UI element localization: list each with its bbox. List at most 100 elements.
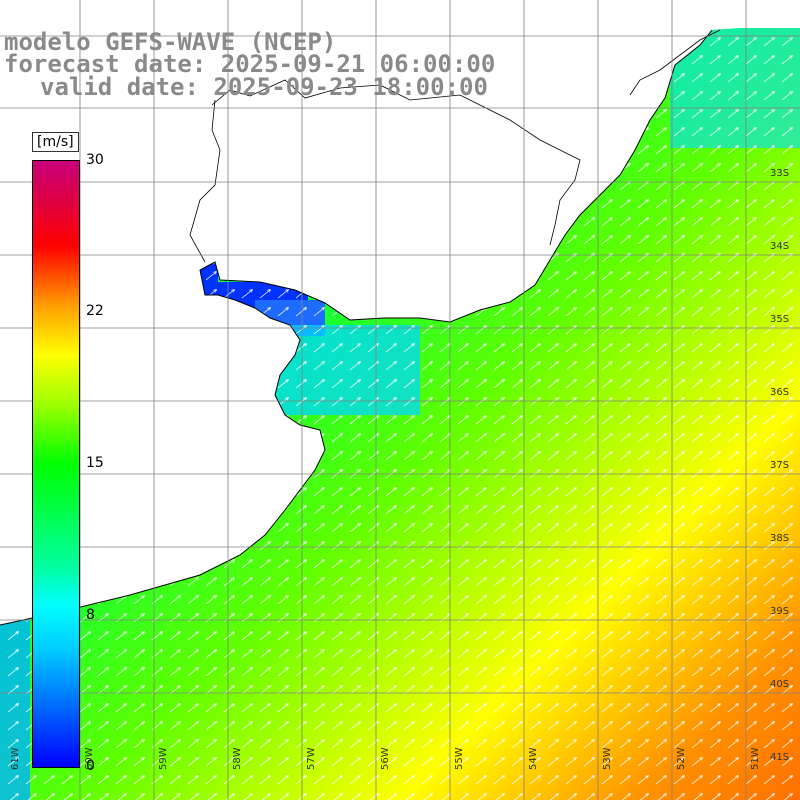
wind-arrow xyxy=(313,614,324,623)
wind-arrow xyxy=(511,272,522,281)
wind-arrow xyxy=(655,74,666,83)
wind-arrow xyxy=(745,452,756,461)
wind-arrow xyxy=(781,578,792,587)
wind-arrow xyxy=(565,308,576,317)
wind-arrow xyxy=(511,614,522,623)
wind-arrow xyxy=(475,110,486,119)
wind-arrow xyxy=(475,632,486,641)
wind-arrow xyxy=(727,614,738,623)
wind-arrow xyxy=(313,308,324,317)
wind-arrow xyxy=(673,182,684,191)
wind-arrow xyxy=(745,488,756,497)
wind-arrow xyxy=(457,236,468,245)
wind-arrow xyxy=(457,632,468,641)
wind-arrow xyxy=(511,524,522,533)
colorbar-tick: 22 xyxy=(86,303,104,319)
wind-arrow xyxy=(79,200,90,209)
wind-arrow xyxy=(277,434,288,443)
wind-arrow xyxy=(439,542,450,551)
wind-arrow xyxy=(277,614,288,623)
wind-arrow xyxy=(223,128,234,137)
wind-arrow xyxy=(7,92,18,101)
wind-arrow xyxy=(223,614,234,623)
wind-arrow xyxy=(457,398,468,407)
wind-arrow xyxy=(259,218,270,227)
wind-arrow xyxy=(205,524,216,533)
wind-arrow xyxy=(241,506,252,515)
wind-arrow xyxy=(151,290,162,299)
wind-arrow xyxy=(7,236,18,245)
wind-arrow xyxy=(637,272,648,281)
wind-arrow xyxy=(7,362,18,371)
wind-arrow xyxy=(331,542,342,551)
wind-arrow xyxy=(313,326,324,335)
wind-arrow xyxy=(709,506,720,515)
wind-arrow xyxy=(511,200,522,209)
wind-arrow xyxy=(781,380,792,389)
wind-arrow xyxy=(547,290,558,299)
wind-arrow xyxy=(727,218,738,227)
wind-arrow xyxy=(133,146,144,155)
wind-arrow xyxy=(763,560,774,569)
wind-arrow xyxy=(763,182,774,191)
wind-arrow xyxy=(673,146,684,155)
wind-arrow xyxy=(475,506,486,515)
wind-arrow xyxy=(745,398,756,407)
wind-arrow xyxy=(439,200,450,209)
lat-label: 35S xyxy=(770,314,790,325)
wind-arrow xyxy=(547,452,558,461)
wind-arrow xyxy=(7,326,18,335)
wind-arrow xyxy=(493,614,504,623)
wind-arrow xyxy=(601,290,612,299)
wind-arrow xyxy=(601,596,612,605)
wind-arrow xyxy=(223,164,234,173)
wind-arrow xyxy=(637,434,648,443)
wind-arrow xyxy=(583,506,594,515)
wind-arrow xyxy=(403,200,414,209)
wind-arrow xyxy=(493,146,504,155)
wind-arrow xyxy=(655,38,666,47)
wind-arrow xyxy=(565,272,576,281)
wind-arrow xyxy=(583,128,594,137)
wind-arrow xyxy=(691,92,702,101)
wind-arrow xyxy=(709,488,720,497)
wind-arrow xyxy=(709,272,720,281)
wind-arrow xyxy=(475,164,486,173)
wind-arrow xyxy=(331,344,342,353)
wind-arrow xyxy=(709,200,720,209)
wind-arrow xyxy=(457,308,468,317)
wind-arrow xyxy=(241,560,252,569)
wind-arrow xyxy=(79,290,90,299)
wind-arrow xyxy=(619,344,630,353)
wind-arrow xyxy=(223,218,234,227)
wind-arrow xyxy=(583,290,594,299)
wind-arrow xyxy=(97,272,108,281)
wind-arrow xyxy=(187,362,198,371)
wind-arrow xyxy=(133,380,144,389)
wind-arrow xyxy=(313,380,324,389)
wind-arrow xyxy=(97,542,108,551)
wind-arrow xyxy=(619,290,630,299)
wind-arrow xyxy=(187,614,198,623)
wind-arrow xyxy=(583,56,594,65)
wind-arrow xyxy=(673,416,684,425)
colorbar-tick: 30 xyxy=(86,152,104,168)
wind-arrow xyxy=(259,272,270,281)
wind-arrow xyxy=(205,236,216,245)
wind-arrow xyxy=(655,560,666,569)
wind-arrow xyxy=(547,614,558,623)
lon-label: 54W xyxy=(528,747,539,770)
wind-arrow xyxy=(349,272,360,281)
wind-arrow xyxy=(727,488,738,497)
wind-arrow xyxy=(241,200,252,209)
wind-arrow xyxy=(259,506,270,515)
wind-arrow xyxy=(763,326,774,335)
wind-arrow xyxy=(187,398,198,407)
wind-arrow xyxy=(619,596,630,605)
wind-arrow xyxy=(421,164,432,173)
wind-arrow xyxy=(277,578,288,587)
wind-arrow xyxy=(187,182,198,191)
wind-arrow xyxy=(151,506,162,515)
wind-arrow xyxy=(367,110,378,119)
wind-arrow xyxy=(187,488,198,497)
